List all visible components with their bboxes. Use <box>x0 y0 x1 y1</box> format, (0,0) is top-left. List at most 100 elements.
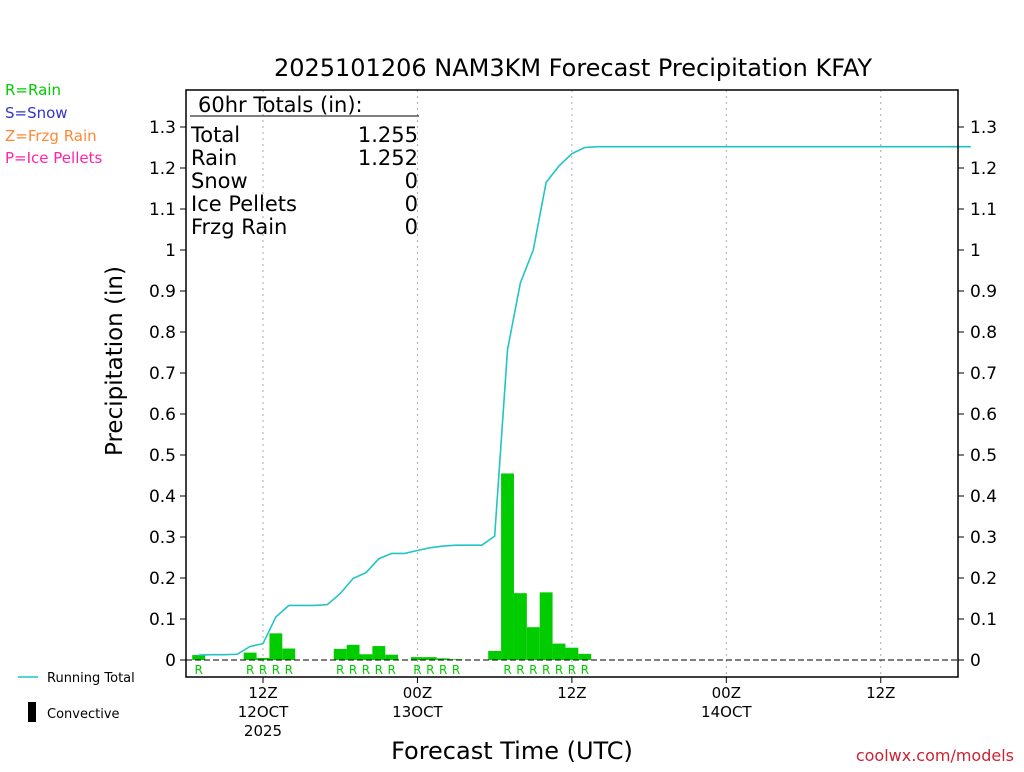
y-tick-label-right: 0.1 <box>970 610 997 630</box>
ptype-marker: R <box>581 663 589 677</box>
precip-bar <box>333 648 347 660</box>
y-tick-label-right: 0 <box>970 651 981 671</box>
totals-row-label: Total <box>190 123 240 147</box>
precip-bar <box>243 652 257 660</box>
precip-bar <box>269 633 283 660</box>
series-legend: Running Total Convective <box>18 671 135 722</box>
precip-bar <box>282 648 296 660</box>
totals-row-value: 0 <box>405 215 418 239</box>
ptype-marker: R <box>568 663 576 677</box>
precip-bar <box>513 593 527 660</box>
y-tick-label-left: 0.4 <box>149 487 176 507</box>
precip-bar <box>539 592 553 660</box>
totals-row-value: 1.252 <box>358 146 418 170</box>
y-tick-label-left: 1.2 <box>149 159 176 179</box>
x-tick-label: 12Z <box>866 684 895 702</box>
y-tick-label-right: 0.5 <box>970 446 997 466</box>
y-tick-label-right: 0.6 <box>970 405 997 425</box>
x-tick-label: 00Z <box>712 684 741 702</box>
y-tick-label-left: 0.3 <box>149 528 176 548</box>
totals-row-value: 0 <box>405 169 418 193</box>
x-tick-label: 12Z <box>248 684 277 702</box>
precip-bar <box>578 653 592 660</box>
y-tick-label-left: 0.6 <box>149 405 176 425</box>
precip-bar <box>385 654 399 660</box>
ptype-marker: R <box>388 663 396 677</box>
y-tick-label-right: 0.3 <box>970 528 997 548</box>
ptype-marker: R <box>439 663 447 677</box>
precip-bar <box>436 658 450 660</box>
running-total-line <box>198 145 971 656</box>
legend-snow: S=Snow <box>5 104 68 122</box>
totals-heading: 60hr Totals (in): <box>198 93 363 117</box>
site-credit: coolwx.com/models <box>856 746 1014 765</box>
running-total-line-group <box>198 145 971 656</box>
y-tick-label-left: 1.3 <box>149 118 176 138</box>
y-tick-label-left: 1 <box>165 241 176 261</box>
totals-row-label: Snow <box>191 169 248 193</box>
y-axis-ticks: 0 00.1 0.10.2 0.20.3 0.30.4 0.40.5 0.50.6 0.60.… <box>149 118 997 671</box>
convective-legend-label: Convective <box>47 707 120 722</box>
y-tick-label-right: 1.3 <box>970 118 997 138</box>
ptype-marker: R <box>555 663 563 677</box>
precip-bar <box>488 650 502 660</box>
totals-row-value: 1.255 <box>358 123 418 147</box>
running-total-legend-label: Running Total <box>47 671 135 686</box>
y-tick-label-left: 0.1 <box>149 610 176 630</box>
precip-bar <box>359 654 373 660</box>
y-axis-label: Precipitation (in) <box>102 266 128 456</box>
x-tick-label: 2025 <box>244 722 282 740</box>
precip-bar <box>552 643 566 660</box>
x-tick-label: 12Z <box>557 684 586 702</box>
totals-row-value: 0 <box>405 192 418 216</box>
ptype-marker: R <box>285 663 293 677</box>
precip-bar <box>372 646 386 660</box>
ptype-marker: R <box>336 663 344 677</box>
y-tick-label-right: 0.8 <box>970 323 997 343</box>
legend-rain: R=Rain <box>5 81 61 99</box>
y-tick-label-left: 0.2 <box>149 569 176 589</box>
ptype-marker: R <box>452 663 460 677</box>
ptype-marker: R <box>259 663 267 677</box>
ptype-marker: R <box>542 663 550 677</box>
chart-title: 2025101206 NAM3KM Forecast Precipitation… <box>274 54 872 82</box>
ptype-marker: R <box>375 663 383 677</box>
ptype-marker: R <box>426 663 434 677</box>
y-tick-label-left: 1.1 <box>149 200 176 220</box>
x-gridlines <box>262 90 882 677</box>
ptype-marker: R <box>503 663 511 677</box>
precip-bar <box>526 627 540 660</box>
y-tick-label-right: 0.9 <box>970 282 997 302</box>
y-tick-label-left: 0.7 <box>149 364 176 384</box>
ptype-marker: R <box>413 663 421 677</box>
precip-bar <box>346 644 360 660</box>
precip-bar <box>256 657 270 660</box>
y-tick-label-left: 0 <box>165 651 176 671</box>
precip-bar <box>423 657 437 660</box>
y-tick-label-right: 1.2 <box>970 159 997 179</box>
plot-frame <box>185 89 959 678</box>
y-tick-label-left: 0.8 <box>149 323 176 343</box>
totals-box: 60hr Totals (in): Total 1.255 Rain 1.252 Sno… <box>190 93 419 239</box>
x-tick-label: 14OCT <box>701 703 752 721</box>
x-axis-label: Forecast Time (UTC) <box>391 737 633 765</box>
x-tick-label: 13OCT <box>392 703 443 721</box>
x-tick-label: 00Z <box>403 684 432 702</box>
totals-row-label: Ice Pellets <box>191 192 297 216</box>
totals-row-label: Rain <box>191 146 237 170</box>
legend-ice-pellets: P=Ice Pellets <box>5 149 102 167</box>
ptype-marker: R <box>194 663 202 677</box>
legend-frzg-rain: Z=Frzg Rain <box>5 127 97 145</box>
hourly-precip-bars <box>192 473 592 660</box>
y-tick-label-left: 0.9 <box>149 282 176 302</box>
x-tick-label: 12OCT <box>238 703 289 721</box>
precip-bar <box>565 647 579 660</box>
precip-bar <box>501 473 514 660</box>
ptype-marker: R <box>272 663 280 677</box>
precip-bar <box>411 657 424 660</box>
ptype-marker: R <box>349 663 357 677</box>
ptype-marker: R <box>362 663 370 677</box>
ptype-marker: R <box>516 663 524 677</box>
